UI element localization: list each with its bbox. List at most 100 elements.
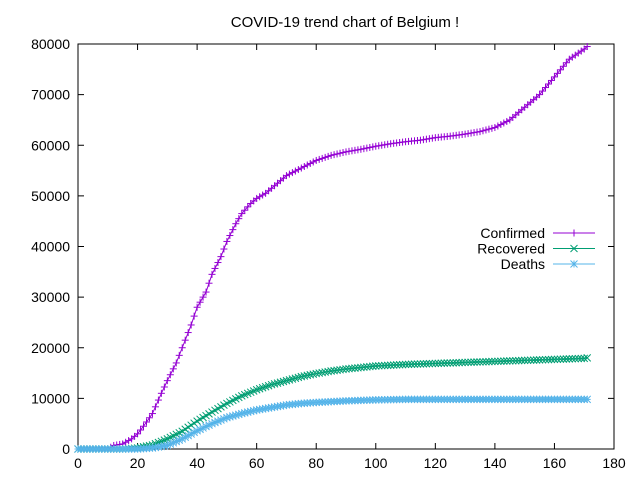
data-point <box>434 359 443 368</box>
axes: 0 10000 20000 30000 40000 50000 60000 70000 8000… <box>31 36 626 471</box>
data-point <box>202 288 210 296</box>
data-point <box>125 437 133 445</box>
data-point <box>297 372 306 381</box>
data-point <box>455 358 464 367</box>
data-point <box>241 206 249 214</box>
data-point <box>583 354 592 362</box>
legend-marker <box>570 244 578 253</box>
data-point <box>154 396 162 404</box>
data-point <box>375 142 383 150</box>
data-point <box>175 351 183 359</box>
data-point <box>327 151 335 159</box>
data-point <box>485 125 493 133</box>
data-point <box>553 69 561 77</box>
data-point <box>279 377 288 386</box>
data-point <box>300 372 309 380</box>
data-point <box>294 373 303 382</box>
data-point <box>226 232 234 240</box>
data-point <box>425 359 434 368</box>
data-point <box>428 359 437 368</box>
data-point <box>202 422 210 431</box>
data-point <box>538 355 547 364</box>
legend-label: Recovered <box>477 241 545 257</box>
data-point <box>488 357 496 366</box>
data-point <box>532 356 541 364</box>
data-point <box>544 355 553 364</box>
series-line <box>78 357 588 450</box>
data-point <box>544 80 552 88</box>
data-point <box>508 356 517 365</box>
data-point <box>137 426 145 434</box>
y-tick-label: 30000 <box>31 289 70 305</box>
x-tick-label: 0 <box>74 455 82 471</box>
y-tick-label: 50000 <box>31 188 70 204</box>
data-point <box>312 156 320 164</box>
x-tick-label: 160 <box>543 455 567 471</box>
data-point <box>491 124 499 132</box>
data-point <box>369 143 377 151</box>
data-point <box>229 226 237 234</box>
data-point <box>496 357 505 366</box>
data-point <box>220 245 228 253</box>
data-point <box>336 149 344 157</box>
data-point <box>517 356 526 365</box>
data-point <box>294 166 302 174</box>
data-point <box>440 359 449 367</box>
data-point <box>360 145 368 153</box>
data-point <box>235 215 243 223</box>
data-point <box>526 356 535 365</box>
data-point <box>562 59 570 67</box>
data-point <box>458 358 466 367</box>
data-point <box>499 357 508 365</box>
data-point <box>276 378 285 387</box>
data-point <box>223 237 231 245</box>
data-point <box>514 356 523 365</box>
data-point <box>184 329 192 337</box>
data-point <box>178 344 186 352</box>
data-point <box>553 355 562 364</box>
data-point <box>550 355 559 364</box>
data-point <box>306 159 314 167</box>
data-point <box>392 361 401 369</box>
x-tick-label: 60 <box>249 455 265 471</box>
data-point <box>270 380 279 388</box>
data-point <box>259 191 267 199</box>
data-point <box>303 371 312 380</box>
data-point <box>502 357 511 365</box>
data-point <box>380 361 389 370</box>
legend-marker <box>570 229 578 237</box>
data-point <box>211 264 219 272</box>
data-point <box>357 145 365 153</box>
data-point <box>571 354 580 363</box>
data-point <box>256 193 264 201</box>
data-point <box>169 365 177 373</box>
data-point <box>562 355 571 363</box>
y-tick-label: 10000 <box>31 390 70 406</box>
x-tick-label: 180 <box>602 455 626 471</box>
data-point <box>419 359 428 368</box>
series-deaths <box>74 395 592 453</box>
data-point <box>374 361 383 370</box>
data-point <box>479 127 487 135</box>
data-point <box>208 270 216 278</box>
y-tick-label: 70000 <box>31 87 70 103</box>
data-point <box>583 395 592 404</box>
data-point <box>333 150 341 158</box>
data-point <box>324 152 332 160</box>
data-point <box>282 376 291 385</box>
data-point <box>413 360 422 368</box>
x-tick-label: 140 <box>483 455 507 471</box>
data-point <box>291 374 300 383</box>
data-point <box>384 140 392 148</box>
data-point <box>318 154 326 162</box>
data-point <box>285 375 294 384</box>
data-point <box>288 375 297 383</box>
data-point <box>142 418 150 426</box>
data-point <box>157 389 165 397</box>
data-point <box>377 361 386 370</box>
data-point <box>160 383 168 391</box>
data-point <box>461 130 469 138</box>
data-point <box>303 161 311 169</box>
data-point <box>583 43 591 51</box>
data-point <box>482 357 490 366</box>
